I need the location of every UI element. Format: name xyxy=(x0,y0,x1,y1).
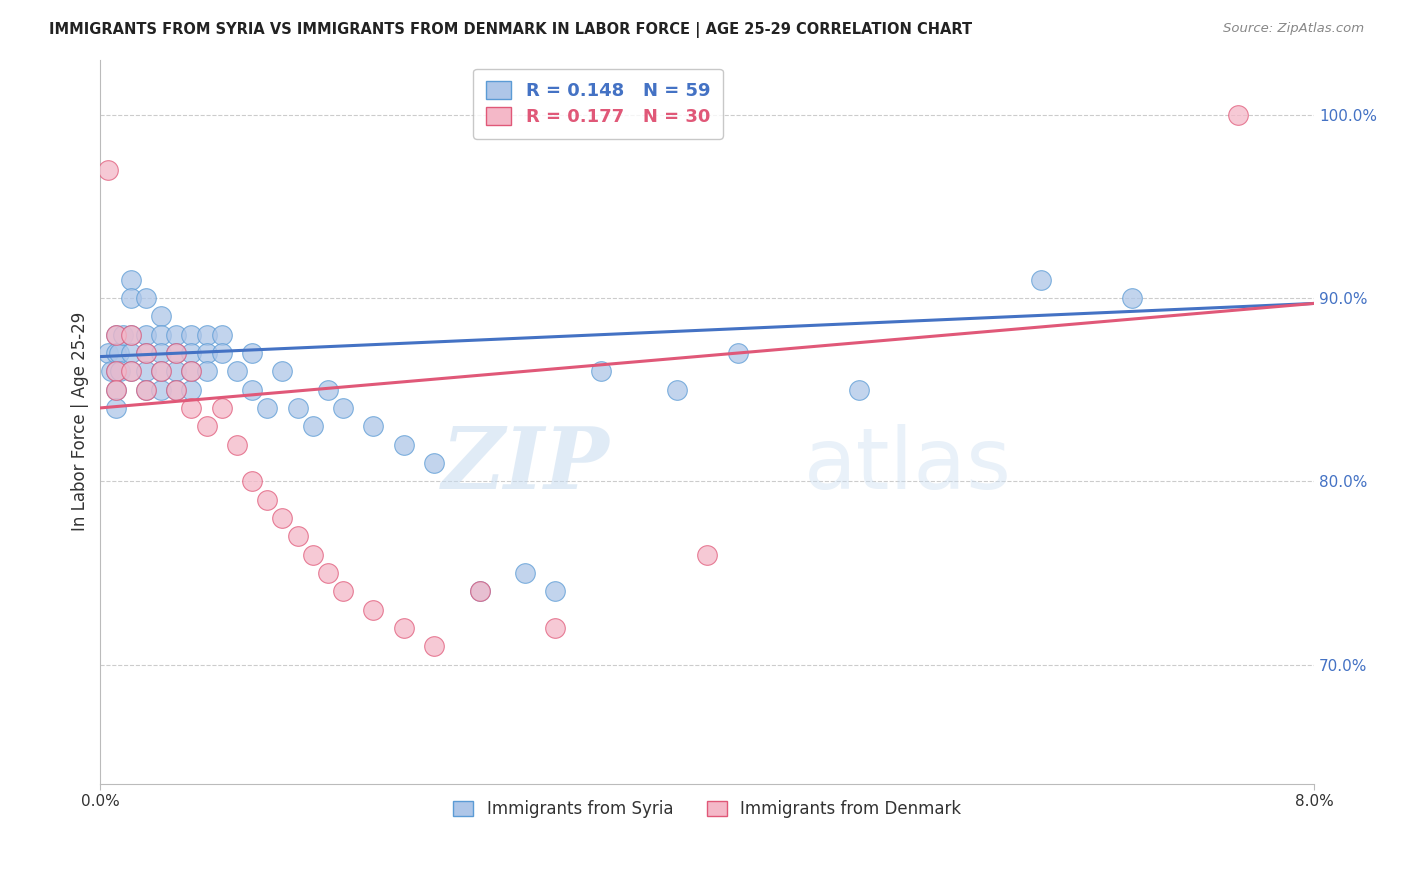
Point xyxy=(120,364,142,378)
Text: atlas: atlas xyxy=(804,424,1012,507)
Point xyxy=(544,584,567,599)
Point xyxy=(1227,107,1250,121)
Point xyxy=(165,383,187,397)
Point xyxy=(301,419,323,434)
Point xyxy=(180,364,202,378)
Point xyxy=(1121,291,1143,305)
Text: IMMIGRANTS FROM SYRIA VS IMMIGRANTS FROM DENMARK IN LABOR FORCE | AGE 25-29 CORR: IMMIGRANTS FROM SYRIA VS IMMIGRANTS FROM… xyxy=(49,22,973,38)
Point xyxy=(104,383,127,397)
Point xyxy=(423,639,446,653)
Point xyxy=(256,492,278,507)
Point xyxy=(150,364,173,378)
Point xyxy=(240,346,263,360)
Point xyxy=(135,383,157,397)
Point xyxy=(515,566,537,580)
Point xyxy=(332,401,354,415)
Point xyxy=(97,346,120,360)
Point xyxy=(104,327,127,342)
Point xyxy=(848,383,870,397)
Point xyxy=(104,364,127,378)
Point xyxy=(150,383,173,397)
Point xyxy=(363,602,385,616)
Point xyxy=(211,346,233,360)
Point xyxy=(165,364,187,378)
Point xyxy=(180,327,202,342)
Point xyxy=(107,346,129,360)
Point xyxy=(316,383,339,397)
Point xyxy=(195,364,218,378)
Point xyxy=(165,346,187,360)
Point xyxy=(97,162,120,177)
Point xyxy=(135,383,157,397)
Point xyxy=(104,327,127,342)
Point xyxy=(104,364,127,378)
Point xyxy=(135,291,157,305)
Point xyxy=(180,401,202,415)
Point xyxy=(112,327,135,342)
Point xyxy=(150,310,173,324)
Point xyxy=(180,383,202,397)
Point xyxy=(332,584,354,599)
Point xyxy=(316,566,339,580)
Point xyxy=(150,327,173,342)
Point xyxy=(100,364,122,378)
Point xyxy=(271,364,294,378)
Point xyxy=(135,346,157,360)
Point xyxy=(727,346,749,360)
Point xyxy=(195,346,218,360)
Point xyxy=(392,621,415,635)
Point xyxy=(135,327,157,342)
Point xyxy=(240,475,263,489)
Point xyxy=(696,548,718,562)
Point xyxy=(120,272,142,286)
Point xyxy=(240,383,263,397)
Point xyxy=(120,346,142,360)
Point xyxy=(423,456,446,470)
Point xyxy=(165,346,187,360)
Point xyxy=(150,364,173,378)
Point xyxy=(544,621,567,635)
Point xyxy=(1029,272,1052,286)
Point xyxy=(165,327,187,342)
Point xyxy=(180,346,202,360)
Point xyxy=(589,364,612,378)
Point xyxy=(120,291,142,305)
Point xyxy=(150,346,173,360)
Point xyxy=(165,383,187,397)
Text: ZIP: ZIP xyxy=(443,424,610,507)
Point xyxy=(301,548,323,562)
Point xyxy=(108,364,131,378)
Point xyxy=(195,419,218,434)
Point xyxy=(665,383,688,397)
Y-axis label: In Labor Force | Age 25-29: In Labor Force | Age 25-29 xyxy=(72,312,89,532)
Point xyxy=(287,529,309,543)
Point xyxy=(120,327,142,342)
Point xyxy=(287,401,309,415)
Point xyxy=(363,419,385,434)
Point xyxy=(468,584,491,599)
Point xyxy=(256,401,278,415)
Point xyxy=(104,401,127,415)
Text: Source: ZipAtlas.com: Source: ZipAtlas.com xyxy=(1223,22,1364,36)
Point xyxy=(468,584,491,599)
Point xyxy=(120,364,142,378)
Point xyxy=(211,401,233,415)
Legend: Immigrants from Syria, Immigrants from Denmark: Immigrants from Syria, Immigrants from D… xyxy=(446,791,969,826)
Point xyxy=(225,437,247,451)
Point xyxy=(180,364,202,378)
Point xyxy=(120,327,142,342)
Point xyxy=(135,364,157,378)
Point xyxy=(195,327,218,342)
Point xyxy=(225,364,247,378)
Point xyxy=(104,383,127,397)
Point xyxy=(135,346,157,360)
Point xyxy=(104,346,127,360)
Point xyxy=(211,327,233,342)
Point xyxy=(392,437,415,451)
Point xyxy=(271,511,294,525)
